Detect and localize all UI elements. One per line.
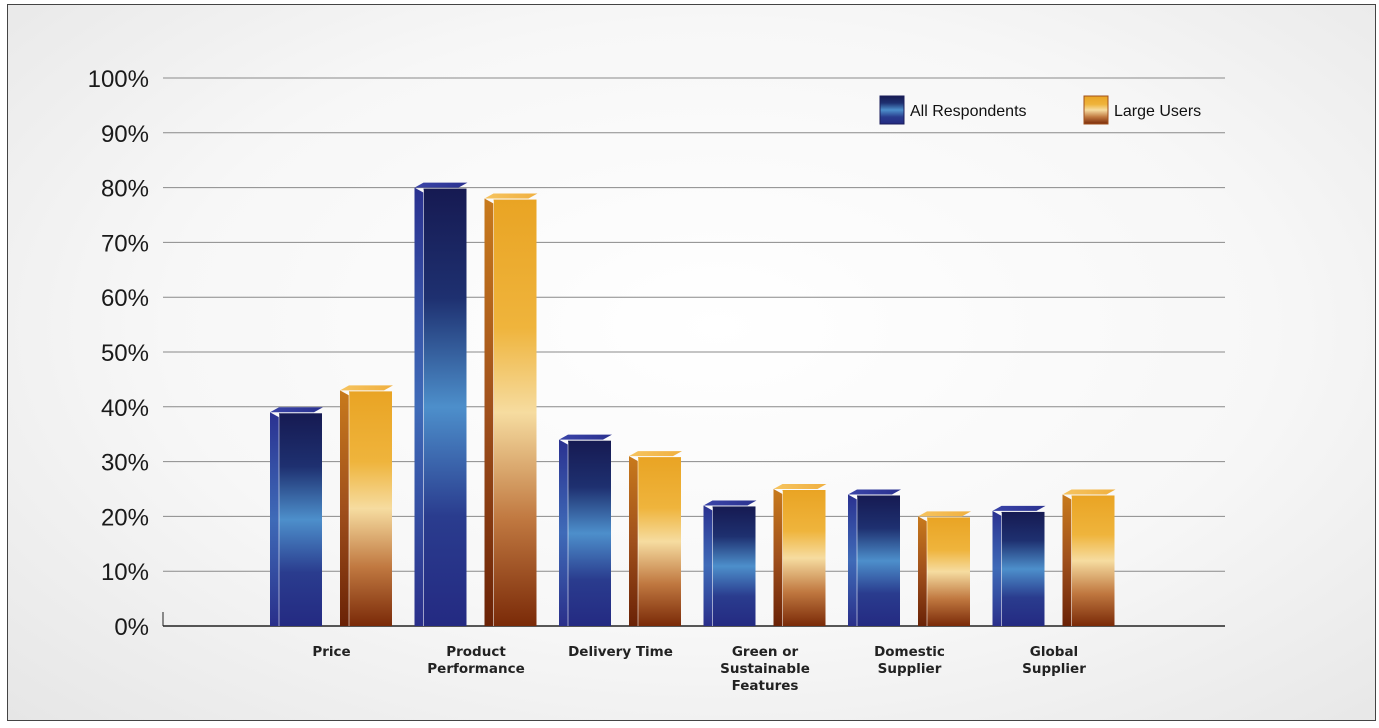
bar-top-face (773, 484, 827, 489)
bar-side-face (1062, 494, 1072, 626)
bar-side-face (270, 412, 279, 626)
bars (270, 182, 1116, 626)
bar-top-face (340, 385, 393, 391)
bar-top-face (1062, 489, 1116, 495)
bar-front-face (349, 391, 392, 626)
bar-top-face (484, 193, 538, 199)
bar-front-face (423, 188, 467, 626)
bar-top-face (629, 451, 682, 457)
bar-side-face (992, 510, 1002, 626)
bar-all-respondents (270, 407, 323, 626)
bar-top-face (703, 500, 757, 506)
bar-large-users (773, 484, 827, 626)
bar-front-face (857, 495, 900, 626)
bar-large-users (629, 451, 682, 626)
bar-large-users (1062, 489, 1116, 626)
legend: All Respondents Large Users (879, 95, 1201, 125)
bar-side-face (848, 494, 857, 626)
bar-side-face (773, 489, 783, 626)
x-category-label: Global (1030, 644, 1078, 660)
legend-label: All Respondents (910, 103, 1027, 120)
x-category-label: Supplier (1022, 661, 1086, 677)
y-axis: 0% 10% 20% 30% 40% 50% 60% 70% 80% 90% 100% (88, 66, 1225, 641)
y-tick-label: 60% (101, 285, 149, 312)
bar-front-face (1071, 495, 1115, 626)
bar-top-face (992, 505, 1046, 511)
y-tick-label: 10% (101, 559, 149, 586)
x-category-label: Delivery Time (568, 644, 673, 660)
bar-front-face (927, 517, 970, 626)
legend-swatch (879, 95, 905, 125)
bar-front-face (279, 413, 322, 626)
legend-swatch (1083, 95, 1109, 125)
bar-side-face (559, 439, 568, 626)
bar-top-face (414, 182, 468, 188)
x-category-label: Domestic (874, 644, 945, 660)
bar-top-face (270, 407, 323, 413)
x-category-label: Features (732, 678, 799, 694)
bar-side-face (484, 198, 494, 626)
y-tick-label: 0% (114, 614, 149, 641)
x-category-label: Green or (732, 644, 799, 660)
bar-large-users (340, 385, 393, 626)
bar-front-face (568, 440, 611, 626)
x-category-label: Product (446, 644, 506, 660)
legend-item-large-users: Large Users (1083, 95, 1201, 125)
bar-front-face (782, 490, 826, 626)
bar-front-face (1001, 511, 1045, 626)
y-tick-label: 70% (101, 230, 149, 257)
y-tick-label: 100% (88, 66, 149, 93)
y-tick-label: 90% (101, 121, 149, 148)
bar-side-face (340, 390, 349, 626)
bar-all-respondents (414, 182, 468, 626)
bar-side-face (918, 516, 927, 626)
y-tick-label: 30% (101, 450, 149, 477)
bar-side-face (414, 187, 424, 626)
y-tick-label: 50% (101, 340, 149, 367)
bar-front-face (638, 457, 681, 626)
bar-large-users (918, 511, 971, 626)
x-category-label: Price (312, 644, 350, 660)
y-tick-label: 20% (101, 504, 149, 531)
bar-chart: 0%10%20%30%40%50%60%70%80%90%100% Price P… (88, 66, 1225, 694)
x-category-label: Supplier (878, 661, 942, 677)
chart-frame: 0% 10% 20% 30% 40% 50% 60% 70% 80% 90% 100% Price P… (7, 4, 1376, 721)
bar-all-respondents (848, 489, 901, 626)
legend-item-all-respondents: All Respondents (879, 95, 1027, 125)
bar-front-face (493, 199, 537, 626)
bar-all-respondents (992, 505, 1046, 626)
bar-side-face (703, 505, 713, 626)
bar-side-face (629, 456, 638, 626)
x-category-label: Sustainable (720, 661, 810, 677)
x-category-label: Performance (427, 661, 524, 677)
bar-all-respondents (703, 500, 757, 626)
bar-large-users (484, 193, 538, 626)
y-tick-label: 80% (101, 176, 149, 203)
bar-top-face (559, 434, 612, 440)
bar-top-face (848, 489, 901, 495)
legend-label: Large Users (1114, 103, 1201, 120)
bar-all-respondents (559, 434, 612, 626)
y-tick-label: 40% (101, 395, 149, 422)
bar-front-face (712, 506, 756, 626)
bar-top-face (918, 511, 971, 517)
